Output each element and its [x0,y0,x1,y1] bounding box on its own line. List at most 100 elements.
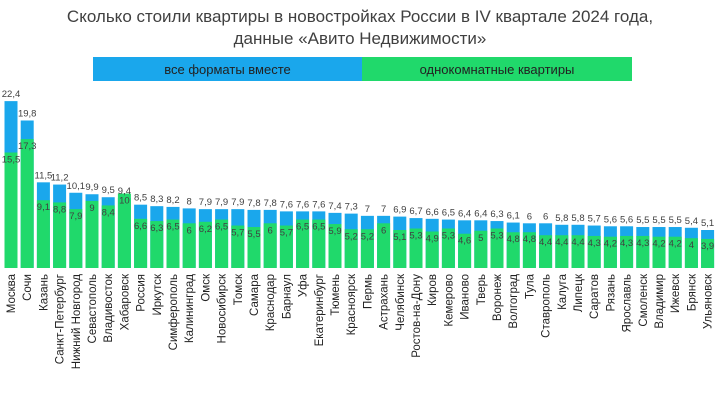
value-label-all-formats: 5,5 [652,215,665,226]
value-label-all-formats: 7,4 [328,201,341,212]
bar-one-room [587,235,601,268]
category-label: Севастополь [87,274,99,343]
value-label-one-room: 6 [268,225,273,236]
value-label-one-room: 6,5 [312,222,325,233]
value-label-one-room: 6,5 [166,222,179,233]
value-label-all-formats: 11,2 [51,173,69,184]
value-label-one-room: 17,3 [18,141,37,152]
category-label: Новосибирск [217,273,229,343]
category-label: Санкт-Петербург [55,274,67,364]
value-label-all-formats: 19,8 [18,108,37,119]
category-label: Калининград [184,274,196,343]
bar-one-room [69,209,83,268]
value-label-one-room: 6,2 [199,224,212,235]
category-label: Самара [249,273,261,316]
category-label: Ижевск [670,273,682,313]
value-label-all-formats: 7 [381,204,386,215]
bar-one-room [279,225,293,268]
value-label-one-room: 5,2 [361,231,374,242]
value-label-all-formats: 6 [543,211,548,222]
bar-one-room [490,228,504,268]
category-label: Пермь [362,274,374,309]
value-label-one-room: 4,3 [636,238,649,249]
bar-one-room [198,221,212,268]
value-label-one-room: 5,9 [328,226,341,237]
category-label: Ростов-на-Дону [411,274,423,358]
bar-one-room [684,238,698,268]
value-label-one-room: 3,9 [701,241,714,252]
value-label-one-room: 4,3 [588,238,601,249]
bar-one-room [620,235,634,268]
category-label: Екатеринбург [314,274,326,346]
bar-one-room [312,219,326,268]
category-label: Казань [38,274,50,311]
value-label-all-formats: 8 [187,196,192,207]
value-label-all-formats: 6,4 [458,208,471,219]
value-label-all-formats: 7,6 [280,199,293,210]
value-label-all-formats: 7,9 [199,197,212,208]
bar-one-room [166,219,180,268]
category-label: Ярославль [622,274,634,333]
category-label: Уфа [298,273,310,297]
value-label-all-formats: 5,1 [701,218,714,229]
bar-one-room [409,228,423,268]
category-label: Тюмень [330,274,342,316]
bar-one-room [555,235,569,268]
bar-one-room [360,229,374,268]
value-label-one-room: 9 [89,203,94,214]
bar-one-room [668,236,682,268]
legend-all-formats: все форматы вместе [93,57,362,81]
value-label-all-formats: 7,9 [231,197,244,208]
value-label-all-formats: 7,3 [345,202,358,213]
value-label-one-room: 8,8 [53,204,66,215]
value-label-one-room: 5,3 [442,231,455,242]
bar-one-room [231,225,245,268]
bar-one-room [215,219,229,268]
category-label: Калуга [557,273,569,309]
bar-one-room [20,139,34,268]
value-label-all-formats: 5,8 [555,213,568,224]
value-label-all-formats: 7,6 [312,199,325,210]
bar-one-room [652,236,666,268]
value-label-one-room: 6,6 [134,221,147,232]
category-label: Воронеж [492,274,504,321]
bar-one-room [603,236,617,268]
value-label-one-room: 6 [381,225,386,236]
value-label-all-formats: 5,4 [685,216,698,227]
category-label: Иркутск [152,273,164,315]
bar-one-room [441,228,455,268]
bar-one-room [296,219,310,268]
legend-one-room: однокомнатные квартиры [362,57,632,81]
category-label: Астрахань [379,274,391,330]
value-label-all-formats: 6,5 [442,208,455,219]
bar-one-room [85,200,99,268]
value-label-one-room: 5,3 [409,231,422,242]
value-label-all-formats: 7,8 [264,198,277,209]
value-label-all-formats: 7,9 [215,197,228,208]
value-label-all-formats: 6,9 [393,205,406,216]
category-label: Иваново [460,274,472,320]
value-label-all-formats: 5,6 [604,214,617,225]
category-label: Сочи [22,274,34,301]
bar-one-room [506,232,520,268]
category-label: Волгоград [508,274,520,329]
value-label-all-formats: 7,6 [296,199,309,210]
category-label: Владимир [654,274,666,329]
bar-one-room [701,238,715,268]
bar-one-room [539,235,553,268]
value-label-one-room: 15,5 [2,155,21,166]
value-label-one-room: 4,9 [426,233,439,244]
value-label-all-formats: 5,5 [636,215,649,226]
value-label-one-room: 6 [187,225,192,236]
category-label: Красноярск [346,273,358,335]
value-label-one-room: 6,5 [296,222,309,233]
value-label-one-room: 5,1 [393,232,406,243]
value-label-one-room: 4,2 [669,239,682,250]
chart-title: Сколько стоили квартиры в новостройках Р… [0,6,720,50]
value-label-one-room: 4,8 [507,234,520,245]
bar-one-room [263,223,277,268]
bar-one-room [101,205,115,268]
legend-one-room-label: однокомнатные квартиры [419,61,575,77]
title-line-2: данные «Авито Недвижимости» [233,29,487,48]
title-line-1: Сколько стоили квартиры в новостройках Р… [66,7,654,26]
